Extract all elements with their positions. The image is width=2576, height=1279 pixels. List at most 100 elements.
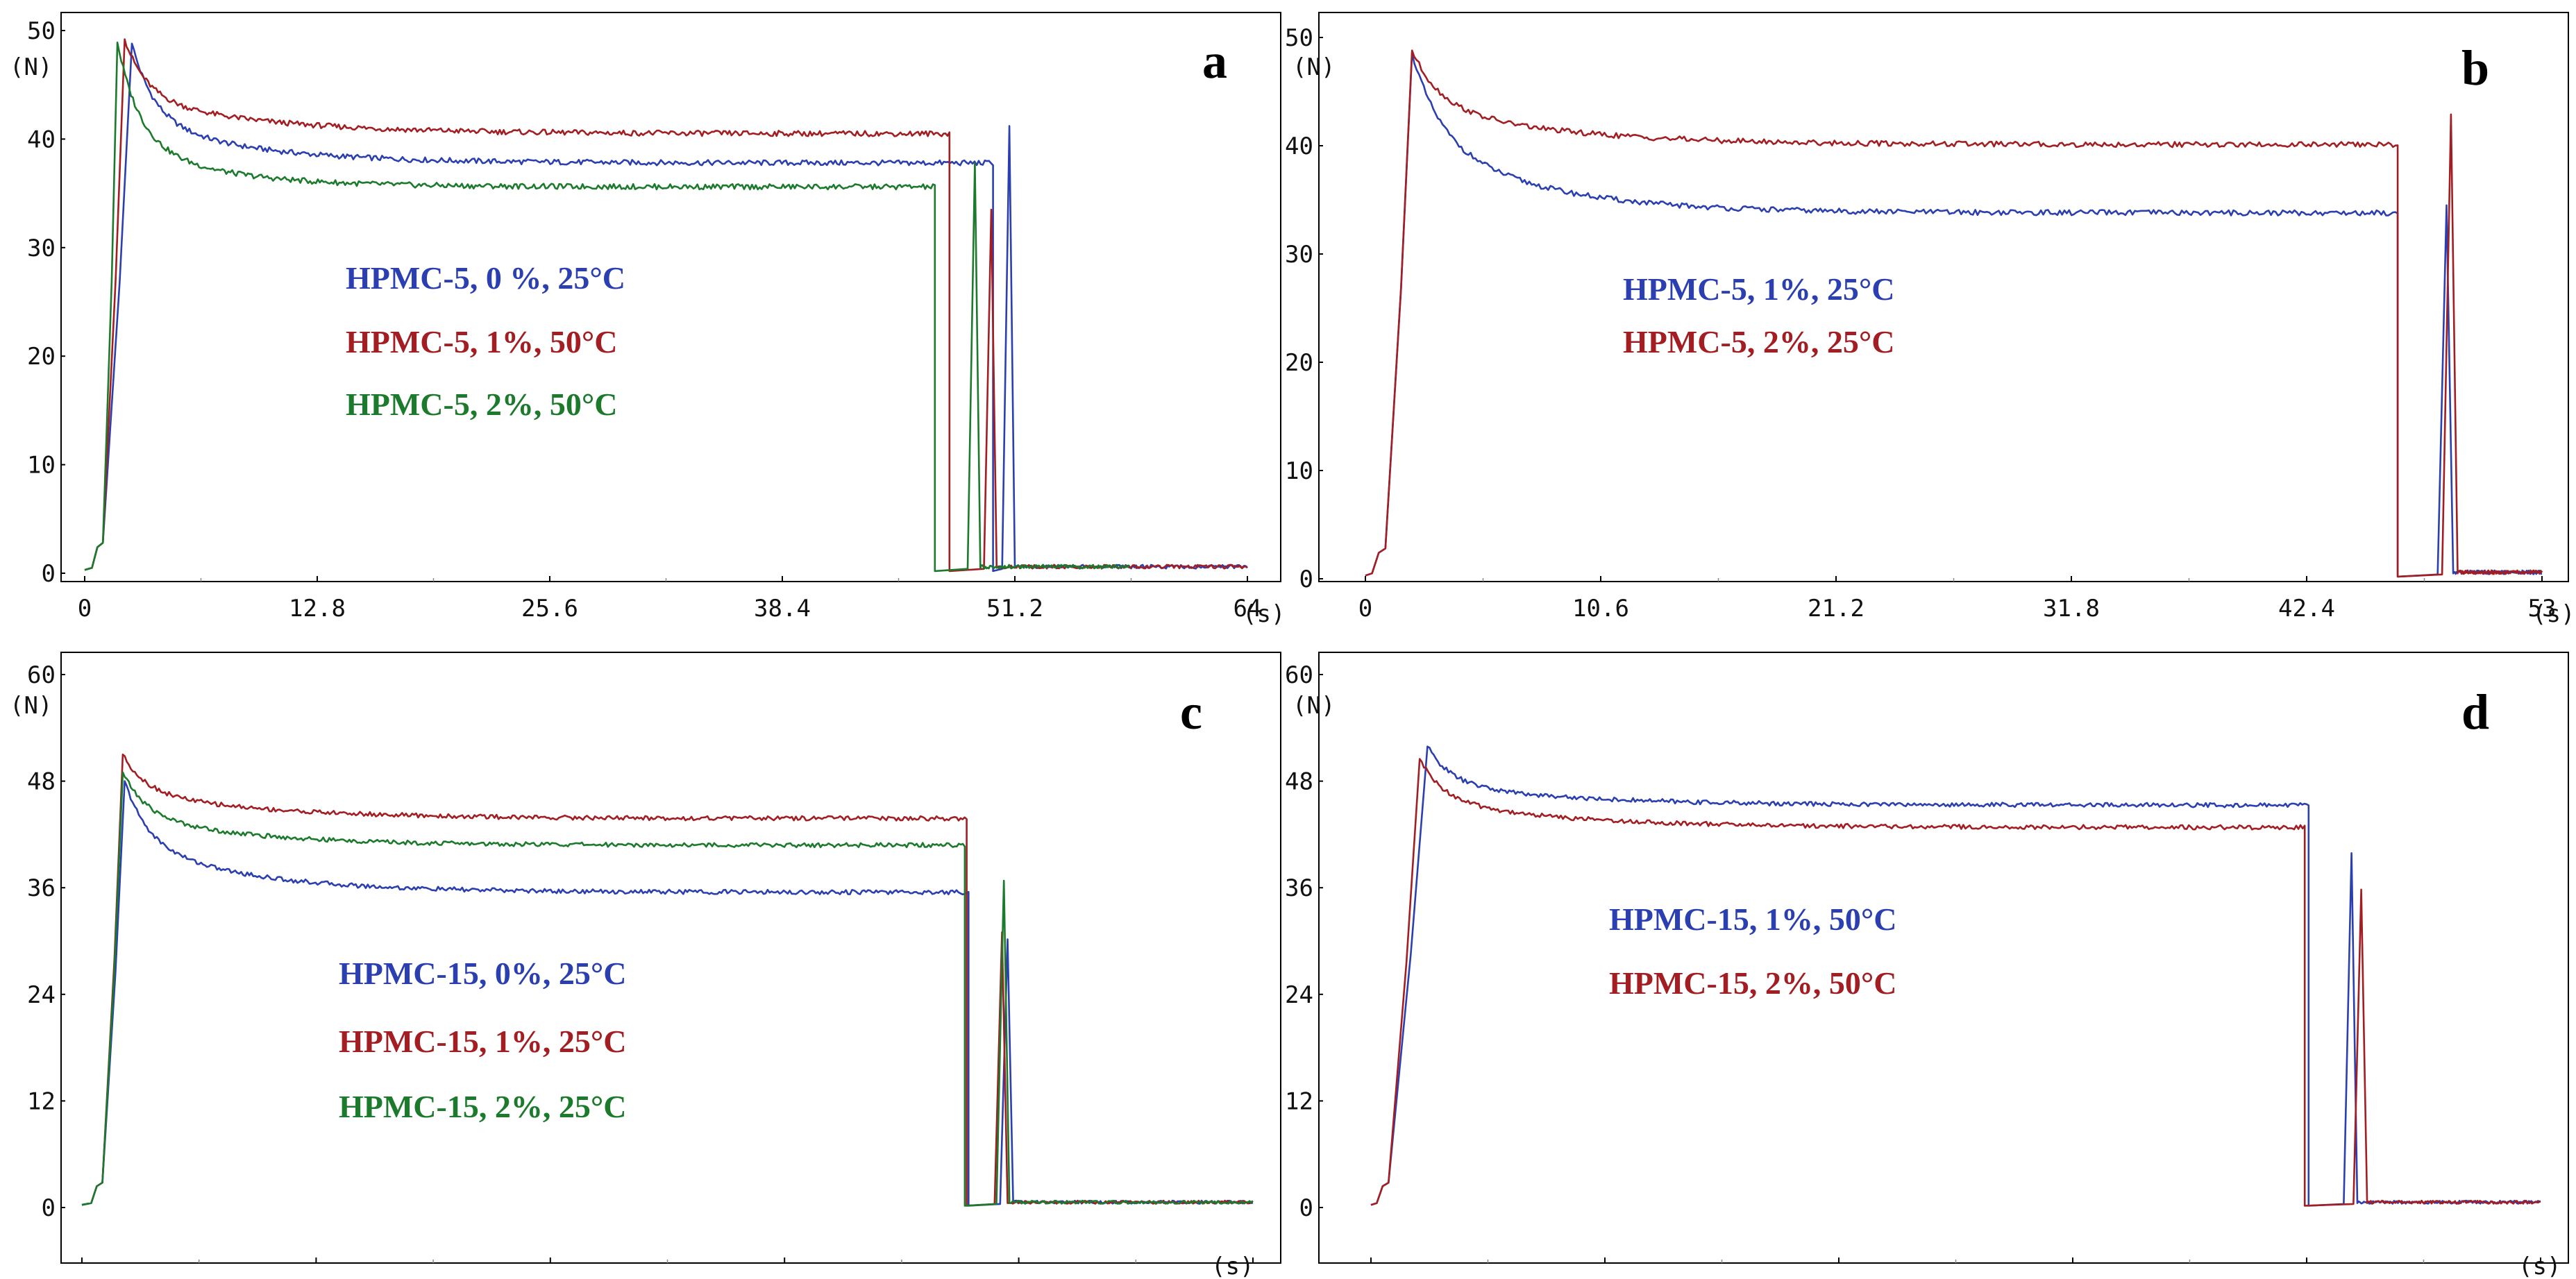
panel-c-marks <box>81 753 1254 1207</box>
panel-b-marks <box>1365 49 2543 578</box>
panel-d-y-unit: (N) <box>1293 692 1335 720</box>
panel-c-legend-label: HPMC-15, 0%, 25°C <box>339 956 626 991</box>
y-tick-label: 0 <box>42 560 56 588</box>
panel-a-legend: HPMC-5, 0 %, 25°C HPMC-5, 1%, 50°C HPMC-… <box>346 260 625 422</box>
x-tick-label: 12.6 <box>287 1276 344 1279</box>
y-tick-label: 50 <box>27 17 56 45</box>
y-tick-label: 24 <box>27 981 56 1009</box>
x-tick-label: 60 <box>2527 1276 2555 1279</box>
y-tick-label: 48 <box>1285 768 1313 796</box>
y-tick-label: 40 <box>1285 133 1313 160</box>
panel-c: 0 12 24 36 48 60 0 12.6 25.2 37.8 50.4 63 (N) (s) c… <box>10 652 1281 1279</box>
panel-d-ticks: 0 12 24 36 48 60 0 12 24 36 48 60 <box>1285 661 2554 1279</box>
panel-a-y-unit: (N) <box>10 53 52 81</box>
panel-b-y-unit: (N) <box>1293 53 1335 81</box>
panel-c-legend: HPMC-15, 0%, 25°C HPMC-15, 1%, 25°C HPMC… <box>339 956 626 1124</box>
y-tick-label: 12 <box>1285 1087 1313 1115</box>
panel-d-legend-label: HPMC-15, 1%, 50°C <box>1609 901 1896 937</box>
y-tick-label: 10 <box>27 452 56 480</box>
x-tick-label: 36 <box>2059 1276 2087 1279</box>
x-tick-label: 38.4 <box>754 595 811 622</box>
y-tick-label: 40 <box>27 126 56 153</box>
series-line-red <box>1370 758 2541 1207</box>
panel-c-legend-label: HPMC-15, 1%, 25°C <box>339 1024 626 1059</box>
series-line-blue <box>1365 51 2543 578</box>
y-tick-label: 30 <box>1285 241 1313 269</box>
panel-c-legend-label: HPMC-15, 2%, 25°C <box>339 1089 626 1124</box>
y-tick-label: 0 <box>1299 566 1313 593</box>
panel-b: 0 10 20 30 40 50 0 10.6 21.2 31.8 42.4 53 (N) (s) b… <box>1285 12 2575 628</box>
panel-c-frame <box>60 652 1281 1264</box>
panel-c-letter: c <box>1180 684 1202 740</box>
x-tick-label: 12 <box>1591 1276 1619 1279</box>
panel-d-grid <box>1319 674 2541 1263</box>
x-tick-label: 51.2 <box>986 595 1043 622</box>
panel-d-legend-label: HPMC-15, 2%, 50°C <box>1609 965 1896 1001</box>
panel-d-letter: d <box>2461 684 2489 740</box>
panel-a-ticks: 0 10 20 30 40 50 0 12.8 25.6 38.4 51.2 64 <box>27 17 1261 622</box>
panel-b-ticks: 0 10 20 30 40 50 0 10.6 21.2 31.8 42.4 53 <box>1285 24 2556 622</box>
panel-d: 0 12 24 36 48 60 0 12 24 36 48 60 (N) (s) d HPMC-15… <box>1285 652 2569 1279</box>
x-tick-label: 37.8 <box>756 1276 813 1279</box>
y-tick-label: 12 <box>27 1087 56 1115</box>
panel-b-legend: HPMC-5, 1%, 25°C HPMC-5, 2%, 25°C <box>1623 271 1894 359</box>
panel-a: 0 10 20 30 40 50 0 12.8 25.6 38.4 51.2 64 (N) (s) a… <box>10 12 1285 628</box>
y-tick-label: 50 <box>1285 24 1313 52</box>
panel-d-legend: HPMC-15, 1%, 50°C HPMC-15, 2%, 50°C <box>1609 901 1896 1001</box>
panel-b-x-unit: (s) <box>2532 600 2575 628</box>
panel-a-grid <box>61 30 1248 582</box>
panel-b-legend-label: HPMC-5, 2%, 25°C <box>1623 324 1894 359</box>
x-tick-label: 10.6 <box>1572 595 1629 622</box>
x-tick-label: 64 <box>1234 595 1262 622</box>
panel-b-grid <box>1319 37 2543 582</box>
x-tick-label: 21.2 <box>1808 595 1864 622</box>
y-tick-label: 60 <box>1285 661 1313 689</box>
x-tick-label: 0 <box>1358 595 1372 622</box>
x-tick-label: 0 <box>1364 1276 1378 1279</box>
y-tick-label: 10 <box>1285 457 1313 485</box>
y-tick-label: 20 <box>27 343 56 371</box>
panel-a-legend-label: HPMC-5, 1%, 50°C <box>346 324 617 359</box>
panel-a-legend-label: HPMC-5, 0 %, 25°C <box>346 260 625 296</box>
x-tick-label: 25.6 <box>521 595 578 622</box>
x-tick-label: 50.4 <box>991 1276 1047 1279</box>
panel-a-legend-label: HPMC-5, 2%, 50°C <box>346 387 617 422</box>
y-tick-label: 60 <box>27 661 56 689</box>
panel-a-letter: a <box>1202 33 1227 89</box>
panel-b-letter: b <box>2461 40 2489 96</box>
panel-a-x-unit: (s) <box>1243 600 1285 628</box>
panel-a-frame <box>60 12 1281 582</box>
panel-c-grid <box>61 674 1254 1263</box>
x-tick-label: 0 <box>75 1276 89 1279</box>
panel-a-marks <box>84 38 1248 573</box>
y-tick-label: 36 <box>1285 874 1313 902</box>
x-tick-label: 42.4 <box>2278 595 2335 622</box>
panel-c-x-unit: (s) <box>1211 1253 1254 1279</box>
panel-b-frame <box>1318 12 2569 582</box>
x-tick-label: 24 <box>1825 1276 1853 1279</box>
series-line-red <box>1365 49 2543 578</box>
y-tick-label: 20 <box>1285 349 1313 377</box>
series-line-green <box>81 771 1254 1207</box>
x-tick-label: 12.8 <box>289 595 346 622</box>
panel-c-y-unit: (N) <box>10 692 52 720</box>
y-tick-label: 0 <box>1299 1194 1313 1222</box>
panel-d-marks <box>1370 745 2541 1207</box>
x-tick-label: 31.8 <box>2043 595 2100 622</box>
x-tick-label: 48 <box>2293 1276 2321 1279</box>
panel-d-frame <box>1318 652 2569 1264</box>
y-tick-label: 48 <box>27 768 56 796</box>
y-tick-label: 36 <box>27 874 56 902</box>
x-tick-label: 63 <box>1239 1276 1268 1279</box>
y-tick-label: 24 <box>1285 981 1313 1009</box>
y-tick-label: 0 <box>42 1194 56 1222</box>
panel-b-legend-label: HPMC-5, 1%, 25°C <box>1623 271 1894 307</box>
x-tick-label: 25.2 <box>522 1276 579 1279</box>
y-tick-label: 30 <box>27 235 56 262</box>
x-tick-label: 53 <box>2528 595 2557 622</box>
series-line-green <box>84 41 1130 573</box>
panel-d-x-unit: (s) <box>2518 1253 2561 1279</box>
series-line-red <box>81 753 1254 1207</box>
